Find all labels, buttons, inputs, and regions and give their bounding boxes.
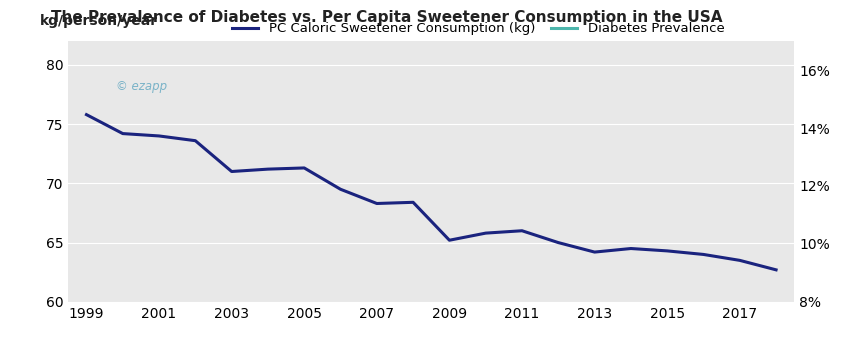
Legend: PC Caloric Sweetener Consumption (kg), Diabetes Prevalence: PC Caloric Sweetener Consumption (kg), D… [226, 17, 729, 40]
PC Caloric Sweetener Consumption (kg) [190, 139, 200, 143]
PC Caloric Sweetener Consumption (kg) [226, 169, 236, 174]
PC Caloric Sweetener Consumption (kg) [263, 167, 273, 171]
PC Caloric Sweetener Consumption (kg) [118, 131, 128, 135]
PC Caloric Sweetener Consumption (kg) [589, 250, 599, 254]
PC Caloric Sweetener Consumption (kg) [371, 201, 381, 205]
PC Caloric Sweetener Consumption (kg) [480, 231, 490, 235]
PC Caloric Sweetener Consumption (kg) [444, 238, 454, 242]
PC Caloric Sweetener Consumption (kg) [661, 249, 671, 253]
PC Caloric Sweetener Consumption (kg) [81, 113, 91, 117]
Y-axis label: kg/person/year: kg/person/year [40, 14, 158, 28]
PC Caloric Sweetener Consumption (kg) [154, 134, 164, 138]
PC Caloric Sweetener Consumption (kg) [408, 200, 418, 204]
PC Caloric Sweetener Consumption (kg) [553, 240, 563, 245]
Text: © ezapp: © ezapp [115, 80, 166, 93]
PC Caloric Sweetener Consumption (kg) [625, 247, 635, 251]
PC Caloric Sweetener Consumption (kg) [734, 258, 744, 262]
Text: The Prevalence of Diabetes vs. Per Capita Sweetener Consumption in the USA: The Prevalence of Diabetes vs. Per Capit… [51, 10, 722, 25]
PC Caloric Sweetener Consumption (kg) [698, 252, 708, 257]
PC Caloric Sweetener Consumption (kg) [299, 166, 309, 170]
PC Caloric Sweetener Consumption (kg) [335, 187, 345, 191]
PC Caloric Sweetener Consumption (kg) [770, 268, 780, 272]
Line: PC Caloric Sweetener Consumption (kg): PC Caloric Sweetener Consumption (kg) [86, 115, 775, 270]
PC Caloric Sweetener Consumption (kg) [516, 229, 526, 233]
